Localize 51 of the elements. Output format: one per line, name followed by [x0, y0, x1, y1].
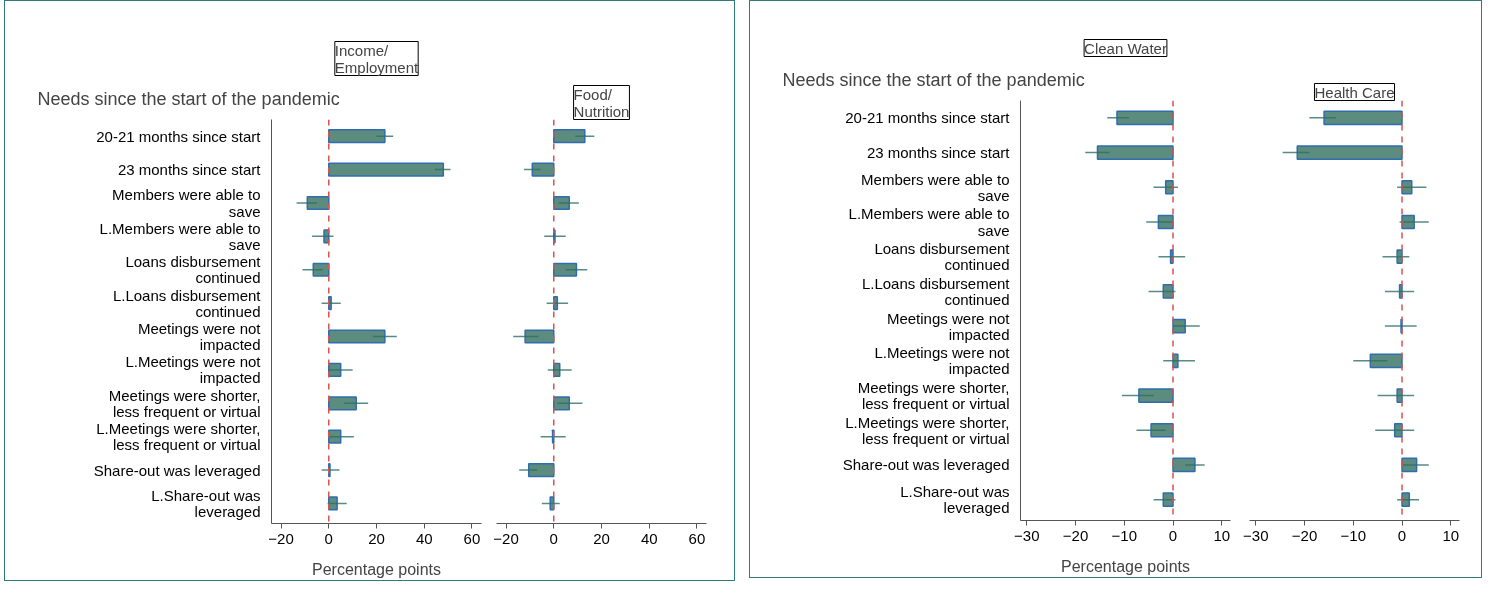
- x-tick-label: 20: [368, 529, 385, 547]
- y-tick-label: L.Share-out was leveraged: [900, 483, 1010, 517]
- y-tick-label: Share-out was leveraged: [842, 456, 1010, 474]
- y-tick-label: Meetings were shorter, less frequent or virtual: [857, 378, 1010, 413]
- x-tick-label: −30: [1014, 526, 1040, 544]
- x-tick-label: −30: [1243, 526, 1269, 544]
- x-tick-label: −10: [1111, 526, 1138, 544]
- y-tick-label: 20-21 months since start: [96, 127, 262, 145]
- x-tick-label: 40: [415, 529, 433, 547]
- x-tick-label: −20: [1062, 526, 1089, 544]
- x-tick-label: −20: [268, 529, 294, 547]
- text: Needs since the start of the pandemic: [782, 69, 1085, 90]
- x-axis-title: Percentage points: [1061, 557, 1190, 575]
- y-tick-label: Share-out was leveraged: [93, 461, 261, 479]
- chart-title: Food/ Nutrition: [573, 85, 630, 120]
- chart-title: Health Care: [1314, 83, 1395, 101]
- y-tick-label: L.Meetings were not impacted: [874, 344, 1011, 378]
- y-tick-label: Meetings were not impacted: [886, 309, 1011, 343]
- y-tick-label: L.Members were able to save: [99, 219, 261, 253]
- x-tick-label: 10: [1442, 526, 1460, 544]
- x-tick-label: 0: [324, 529, 333, 547]
- y-tick-label: Meetings were shorter, less frequent or virtual: [108, 386, 261, 420]
- text: Needs since the start of the pandemic: [37, 88, 340, 109]
- y-tick-label: 23 months since start: [866, 144, 1011, 162]
- x-tick-label: −20: [493, 529, 519, 547]
- x-axis-title: Percentage points: [312, 560, 441, 578]
- x-tick-label: −20: [1291, 526, 1318, 544]
- y-tick-label: Members were able to save: [861, 170, 1010, 204]
- chart-title: Income/ Employment: [334, 41, 420, 76]
- y-tick-label: L.Members were able to save: [848, 205, 1010, 239]
- y-tick-label: L.Loans disbursement continued: [112, 286, 262, 320]
- y-tick-label: Loans disbursement continued: [125, 253, 262, 287]
- x-tick-label: 0: [1168, 526, 1178, 544]
- x-tick-label: −10: [1340, 526, 1367, 544]
- x-tick-label: 60: [688, 529, 706, 547]
- x-tick-label: 60: [463, 529, 481, 547]
- y-tick-label: L.Meetings were not impacted: [125, 353, 262, 387]
- x-tick-label: 0: [1397, 526, 1407, 544]
- y-tick-label: L.Meetings were shorter, less frequent or virtual: [845, 413, 1010, 447]
- x-tick-label: 20: [593, 529, 610, 547]
- x-tick-label: 40: [640, 529, 658, 547]
- x-tick-label: 10: [1213, 526, 1231, 544]
- y-tick-label: L.Meetings were shorter, less frequent or virtual: [96, 420, 261, 454]
- y-tick-label: Meetings were not impacted: [137, 319, 262, 354]
- y-tick-label: 20-21 months since start: [845, 109, 1011, 127]
- y-tick-label: 23 months since start: [117, 161, 262, 179]
- y-tick-label: Members were able to save: [112, 186, 261, 220]
- y-tick-label: Loans disbursement continued: [874, 240, 1011, 274]
- y-tick-label: L.Loans disbursement continued: [861, 274, 1011, 308]
- x-tick-label: 0: [549, 529, 558, 547]
- y-tick-label: L.Share-out was leveraged: [151, 486, 261, 521]
